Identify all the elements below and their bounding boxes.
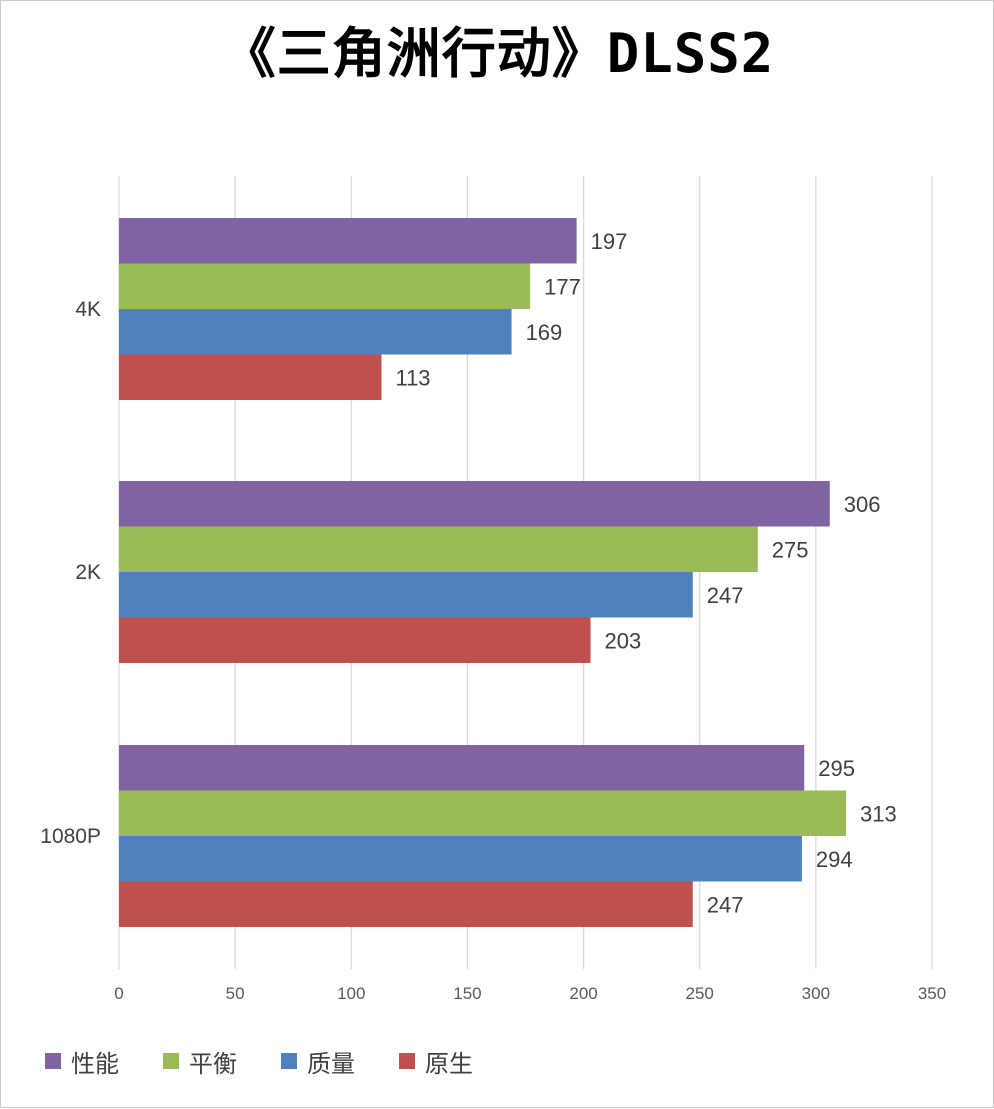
legend-label-native: 原生 xyxy=(425,1050,473,1078)
data-label: 306 xyxy=(844,492,881,517)
legend-item-quality: 质量 xyxy=(281,1044,355,1079)
bar xyxy=(119,745,805,791)
bars xyxy=(119,218,847,927)
bar xyxy=(119,354,382,400)
x-tick-label: 300 xyxy=(802,984,830,1003)
legend-swatch-balanced xyxy=(163,1053,179,1069)
x-tick-label: 150 xyxy=(453,984,481,1003)
legend-item-native: 原生 xyxy=(399,1044,473,1079)
bar xyxy=(119,617,591,663)
bar xyxy=(119,263,531,309)
data-label: 294 xyxy=(816,847,853,872)
data-label: 247 xyxy=(707,892,744,917)
legend-swatch-native xyxy=(399,1053,415,1069)
category-label: 2K xyxy=(75,561,101,584)
legend-label-balanced: 平衡 xyxy=(189,1050,237,1078)
legend-item-performance: 性能 xyxy=(45,1044,119,1079)
legend-label-performance: 性能 xyxy=(71,1050,119,1078)
bar xyxy=(119,881,693,927)
legend: 性能 平衡 质量 原生 xyxy=(45,1041,517,1081)
legend-item-balanced: 平衡 xyxy=(163,1044,237,1079)
legend-label-quality: 质量 xyxy=(307,1050,355,1078)
data-label: 169 xyxy=(526,320,563,345)
x-tick-label: 250 xyxy=(686,984,714,1003)
data-label: 113 xyxy=(395,365,430,390)
data-label: 275 xyxy=(772,537,809,562)
x-tick-label: 0 xyxy=(114,984,123,1003)
legend-swatch-performance xyxy=(45,1053,61,1069)
bar xyxy=(119,309,512,355)
x-tick-label: 350 xyxy=(918,984,946,1003)
data-label: 177 xyxy=(544,274,581,299)
chart-title: 《三角洲行动》DLSS2 xyxy=(221,22,775,85)
data-label: 197 xyxy=(591,229,628,254)
bar xyxy=(119,572,693,618)
data-label: 203 xyxy=(605,628,642,653)
legend-swatch-quality xyxy=(281,1053,297,1069)
bar xyxy=(119,836,802,882)
bar xyxy=(119,526,758,572)
category-label: 4K xyxy=(75,298,101,321)
data-label: 295 xyxy=(818,756,855,781)
axis-labels: 0 50 100 150 200 250 300 350 4K 2K 1080P xyxy=(40,298,946,1003)
category-label: 1080P xyxy=(40,825,101,848)
bar xyxy=(119,481,830,527)
bar xyxy=(119,218,577,264)
x-tick-label: 50 xyxy=(226,984,245,1003)
bar xyxy=(119,790,847,836)
data-label: 313 xyxy=(860,801,897,826)
x-tick-label: 200 xyxy=(569,984,597,1003)
x-tick-label: 100 xyxy=(337,984,365,1003)
data-label: 247 xyxy=(707,583,744,608)
